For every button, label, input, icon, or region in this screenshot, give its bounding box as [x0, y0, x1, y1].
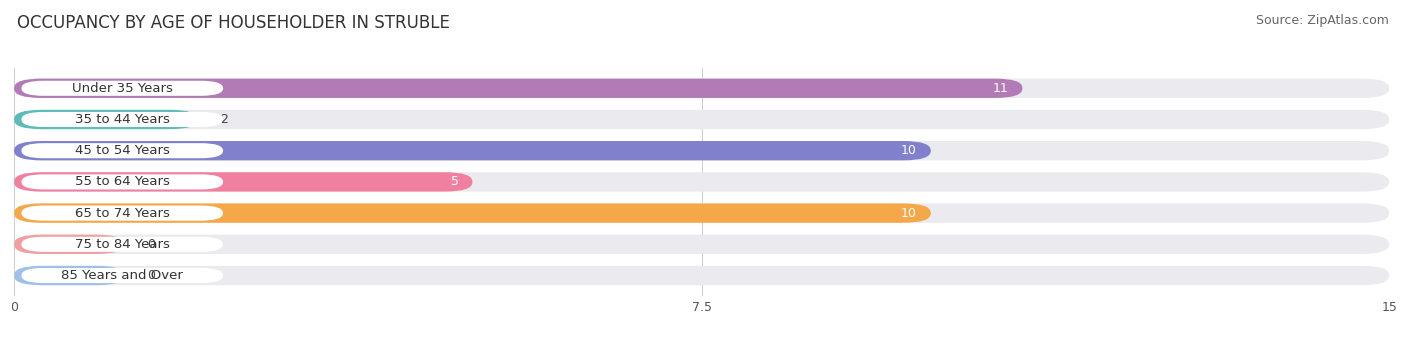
FancyBboxPatch shape — [14, 235, 1389, 254]
FancyBboxPatch shape — [14, 79, 1022, 98]
Text: 75 to 84 Years: 75 to 84 Years — [75, 238, 170, 251]
Text: 2: 2 — [221, 113, 228, 126]
Text: 10: 10 — [901, 207, 917, 220]
Text: 85 Years and Over: 85 Years and Over — [62, 269, 183, 282]
FancyBboxPatch shape — [14, 172, 472, 191]
FancyBboxPatch shape — [14, 203, 1389, 223]
Text: Source: ZipAtlas.com: Source: ZipAtlas.com — [1256, 14, 1389, 27]
Text: 45 to 54 Years: 45 to 54 Years — [75, 144, 170, 157]
Text: 65 to 74 Years: 65 to 74 Years — [75, 207, 170, 220]
FancyBboxPatch shape — [21, 143, 224, 158]
Text: 11: 11 — [993, 82, 1008, 95]
FancyBboxPatch shape — [21, 206, 224, 221]
FancyBboxPatch shape — [14, 141, 931, 160]
FancyBboxPatch shape — [14, 79, 1389, 98]
FancyBboxPatch shape — [14, 235, 124, 254]
Text: 35 to 44 Years: 35 to 44 Years — [75, 113, 170, 126]
FancyBboxPatch shape — [14, 110, 1389, 129]
FancyBboxPatch shape — [14, 172, 1389, 191]
FancyBboxPatch shape — [14, 110, 197, 129]
FancyBboxPatch shape — [14, 266, 1389, 285]
FancyBboxPatch shape — [14, 203, 931, 223]
FancyBboxPatch shape — [14, 266, 124, 285]
FancyBboxPatch shape — [21, 81, 224, 96]
FancyBboxPatch shape — [21, 112, 224, 127]
Text: 5: 5 — [451, 175, 458, 188]
FancyBboxPatch shape — [21, 174, 224, 189]
FancyBboxPatch shape — [21, 268, 224, 283]
Text: 0: 0 — [148, 238, 155, 251]
Text: 10: 10 — [901, 144, 917, 157]
FancyBboxPatch shape — [21, 237, 224, 252]
Text: Under 35 Years: Under 35 Years — [72, 82, 173, 95]
Text: 55 to 64 Years: 55 to 64 Years — [75, 175, 170, 188]
Text: OCCUPANCY BY AGE OF HOUSEHOLDER IN STRUBLE: OCCUPANCY BY AGE OF HOUSEHOLDER IN STRUB… — [17, 14, 450, 32]
FancyBboxPatch shape — [14, 141, 1389, 160]
Text: 0: 0 — [148, 269, 155, 282]
